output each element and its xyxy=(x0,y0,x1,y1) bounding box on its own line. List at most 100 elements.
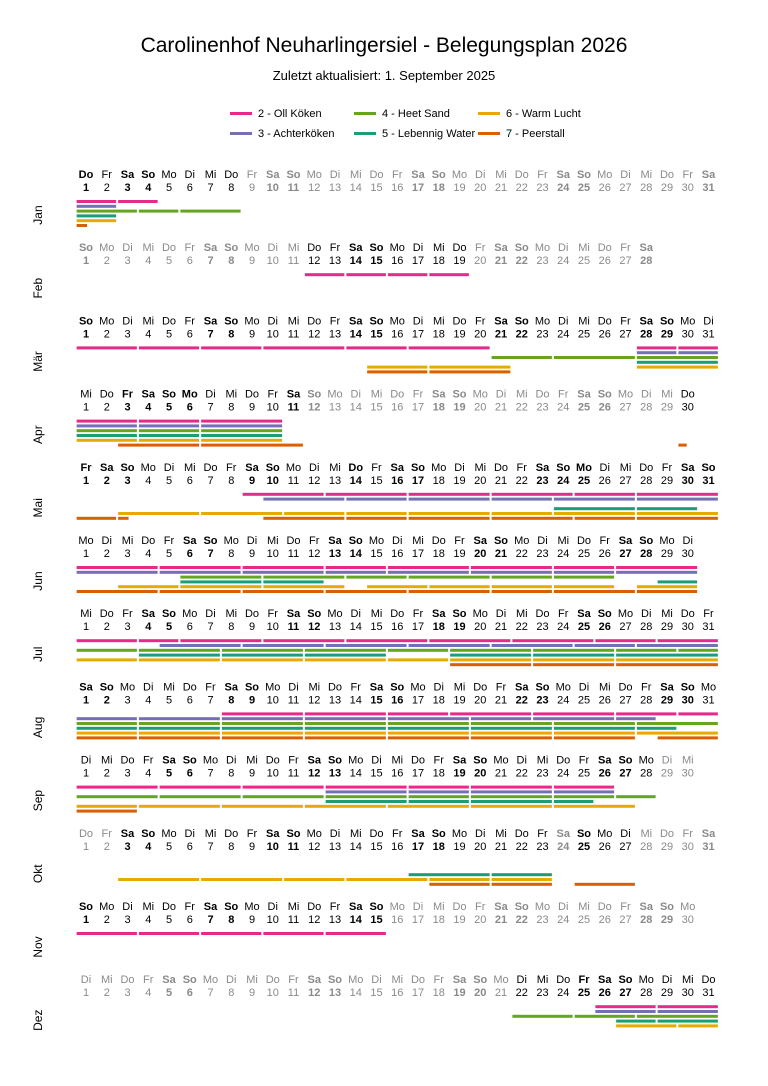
booking-bar-unit-5 xyxy=(304,653,386,657)
weekday-tick: Sa xyxy=(598,974,612,986)
day-tick: 17 xyxy=(412,768,424,780)
booking-bar-unit-4 xyxy=(325,795,407,799)
day-tick: 15 xyxy=(370,987,382,999)
weekday-tick: Mi xyxy=(557,535,569,547)
booking-bar-unit-3 xyxy=(242,570,324,574)
day-tick: 1 xyxy=(83,255,89,267)
booking-bar-unit-3 xyxy=(159,644,241,647)
booking-bar-unit-5 xyxy=(76,214,117,218)
weekday-tick: Mo xyxy=(639,755,654,767)
month-label: Okt xyxy=(31,864,45,883)
day-tick: 15 xyxy=(370,768,382,780)
weekday-tick: So xyxy=(79,901,93,913)
day-tick: 25 xyxy=(578,255,590,267)
legend-swatch xyxy=(354,131,376,135)
booking-bar-unit-7 xyxy=(470,736,552,740)
weekday-tick: Mo xyxy=(78,535,93,547)
weekday-tick: Mi xyxy=(288,315,300,327)
booking-bar-unit-6 xyxy=(138,438,200,442)
weekday-tick: Di xyxy=(475,169,485,181)
weekday-tick: Di xyxy=(558,901,568,913)
booking-bar-unit-2 xyxy=(138,346,200,350)
day-tick: 14 xyxy=(350,475,363,487)
booking-bar-unit-7 xyxy=(533,663,615,667)
day-tick: 20 xyxy=(474,402,486,414)
day-tick: 5 xyxy=(166,694,172,706)
weekday-tick: So xyxy=(224,242,238,254)
booking-bar-unit-4 xyxy=(304,648,386,652)
day-tick: 17 xyxy=(412,621,424,633)
day-tick: 4 xyxy=(145,694,151,706)
booking-bar-unit-6 xyxy=(491,878,552,881)
weekday-tick: Mi xyxy=(682,974,694,986)
day-tick: 18 xyxy=(433,475,445,487)
weekday-tick: Fr xyxy=(268,608,279,620)
day-tick: 16 xyxy=(391,402,403,414)
booking-bar-unit-4 xyxy=(201,429,283,433)
booking-bar-unit-6 xyxy=(678,1024,718,1028)
booking-bar-unit-4 xyxy=(553,722,635,725)
weekday-tick: Fr xyxy=(620,242,631,254)
booking-bar-unit-6 xyxy=(263,585,345,589)
booking-bar-unit-7 xyxy=(118,516,129,520)
day-tick: 13 xyxy=(329,841,341,853)
day-tick: 15 xyxy=(370,255,382,267)
day-tick: 20 xyxy=(474,548,486,560)
booking-bar-unit-2 xyxy=(657,1005,718,1009)
booking-bar-unit-6 xyxy=(221,658,303,662)
booking-bar-unit-3 xyxy=(408,790,469,794)
weekday-tick: Sa xyxy=(391,462,405,474)
booking-bar-unit-4 xyxy=(450,648,532,652)
booking-bar-unit-7 xyxy=(325,590,407,593)
day-tick: 28 xyxy=(640,328,652,340)
weekday-tick: Mo xyxy=(161,169,176,181)
day-tick: 2 xyxy=(104,694,110,706)
weekday-tick: Sa xyxy=(453,755,467,767)
booking-bar-unit-6 xyxy=(346,878,428,881)
day-tick: 5 xyxy=(166,768,172,780)
day-tick: 23 xyxy=(536,841,548,853)
day-tick: 8 xyxy=(228,475,234,487)
booking-bar-unit-6 xyxy=(408,512,490,515)
weekday-tick: Fr xyxy=(102,828,113,840)
day-tick: 11 xyxy=(288,475,299,487)
weekday-tick: Fr xyxy=(537,169,548,181)
weekday-tick: Fr xyxy=(81,462,93,474)
weekday-tick: So xyxy=(307,608,321,620)
day-tick: 7 xyxy=(207,987,213,999)
day-tick: 14 xyxy=(350,621,362,633)
weekday-tick: Fr xyxy=(620,901,631,913)
day-tick: 30 xyxy=(682,548,694,560)
day-tick: 2 xyxy=(104,768,110,780)
booking-bar-unit-4 xyxy=(470,722,552,725)
day-tick: 5 xyxy=(166,841,172,853)
booking-bar-unit-6 xyxy=(553,585,615,589)
booking-bar-unit-6 xyxy=(284,512,345,515)
weekday-tick: Sa xyxy=(453,974,467,986)
booking-bar-unit-4 xyxy=(242,795,324,799)
weekday-tick: Do xyxy=(452,315,466,327)
weekday-tick: Do xyxy=(245,608,259,620)
weekday-tick: Do xyxy=(411,974,425,986)
weekday-tick: Di xyxy=(226,755,236,767)
booking-bar-unit-2 xyxy=(325,492,407,496)
day-tick: 19 xyxy=(453,768,465,780)
booking-bar-unit-6 xyxy=(367,365,428,369)
weekday-tick: Di xyxy=(268,901,278,913)
day-tick: 25 xyxy=(578,621,590,633)
day-tick: 27 xyxy=(619,548,631,560)
weekday-tick: Mi xyxy=(205,169,217,181)
day-tick: 7 xyxy=(207,914,213,926)
weekday-tick: Mo xyxy=(244,901,259,913)
weekday-tick: Fr xyxy=(434,974,445,986)
day-tick: 15 xyxy=(370,475,382,487)
day-tick: 5 xyxy=(166,475,172,487)
day-tick: 25 xyxy=(578,841,590,853)
weekday-tick: Mi xyxy=(329,462,341,474)
month-label: Apr xyxy=(31,425,45,444)
day-tick: 18 xyxy=(433,914,445,926)
weekday-tick: Di xyxy=(641,389,651,401)
weekday-tick: So xyxy=(598,389,612,401)
day-tick: 15 xyxy=(370,694,382,706)
weekday-tick: Sa xyxy=(660,681,674,693)
